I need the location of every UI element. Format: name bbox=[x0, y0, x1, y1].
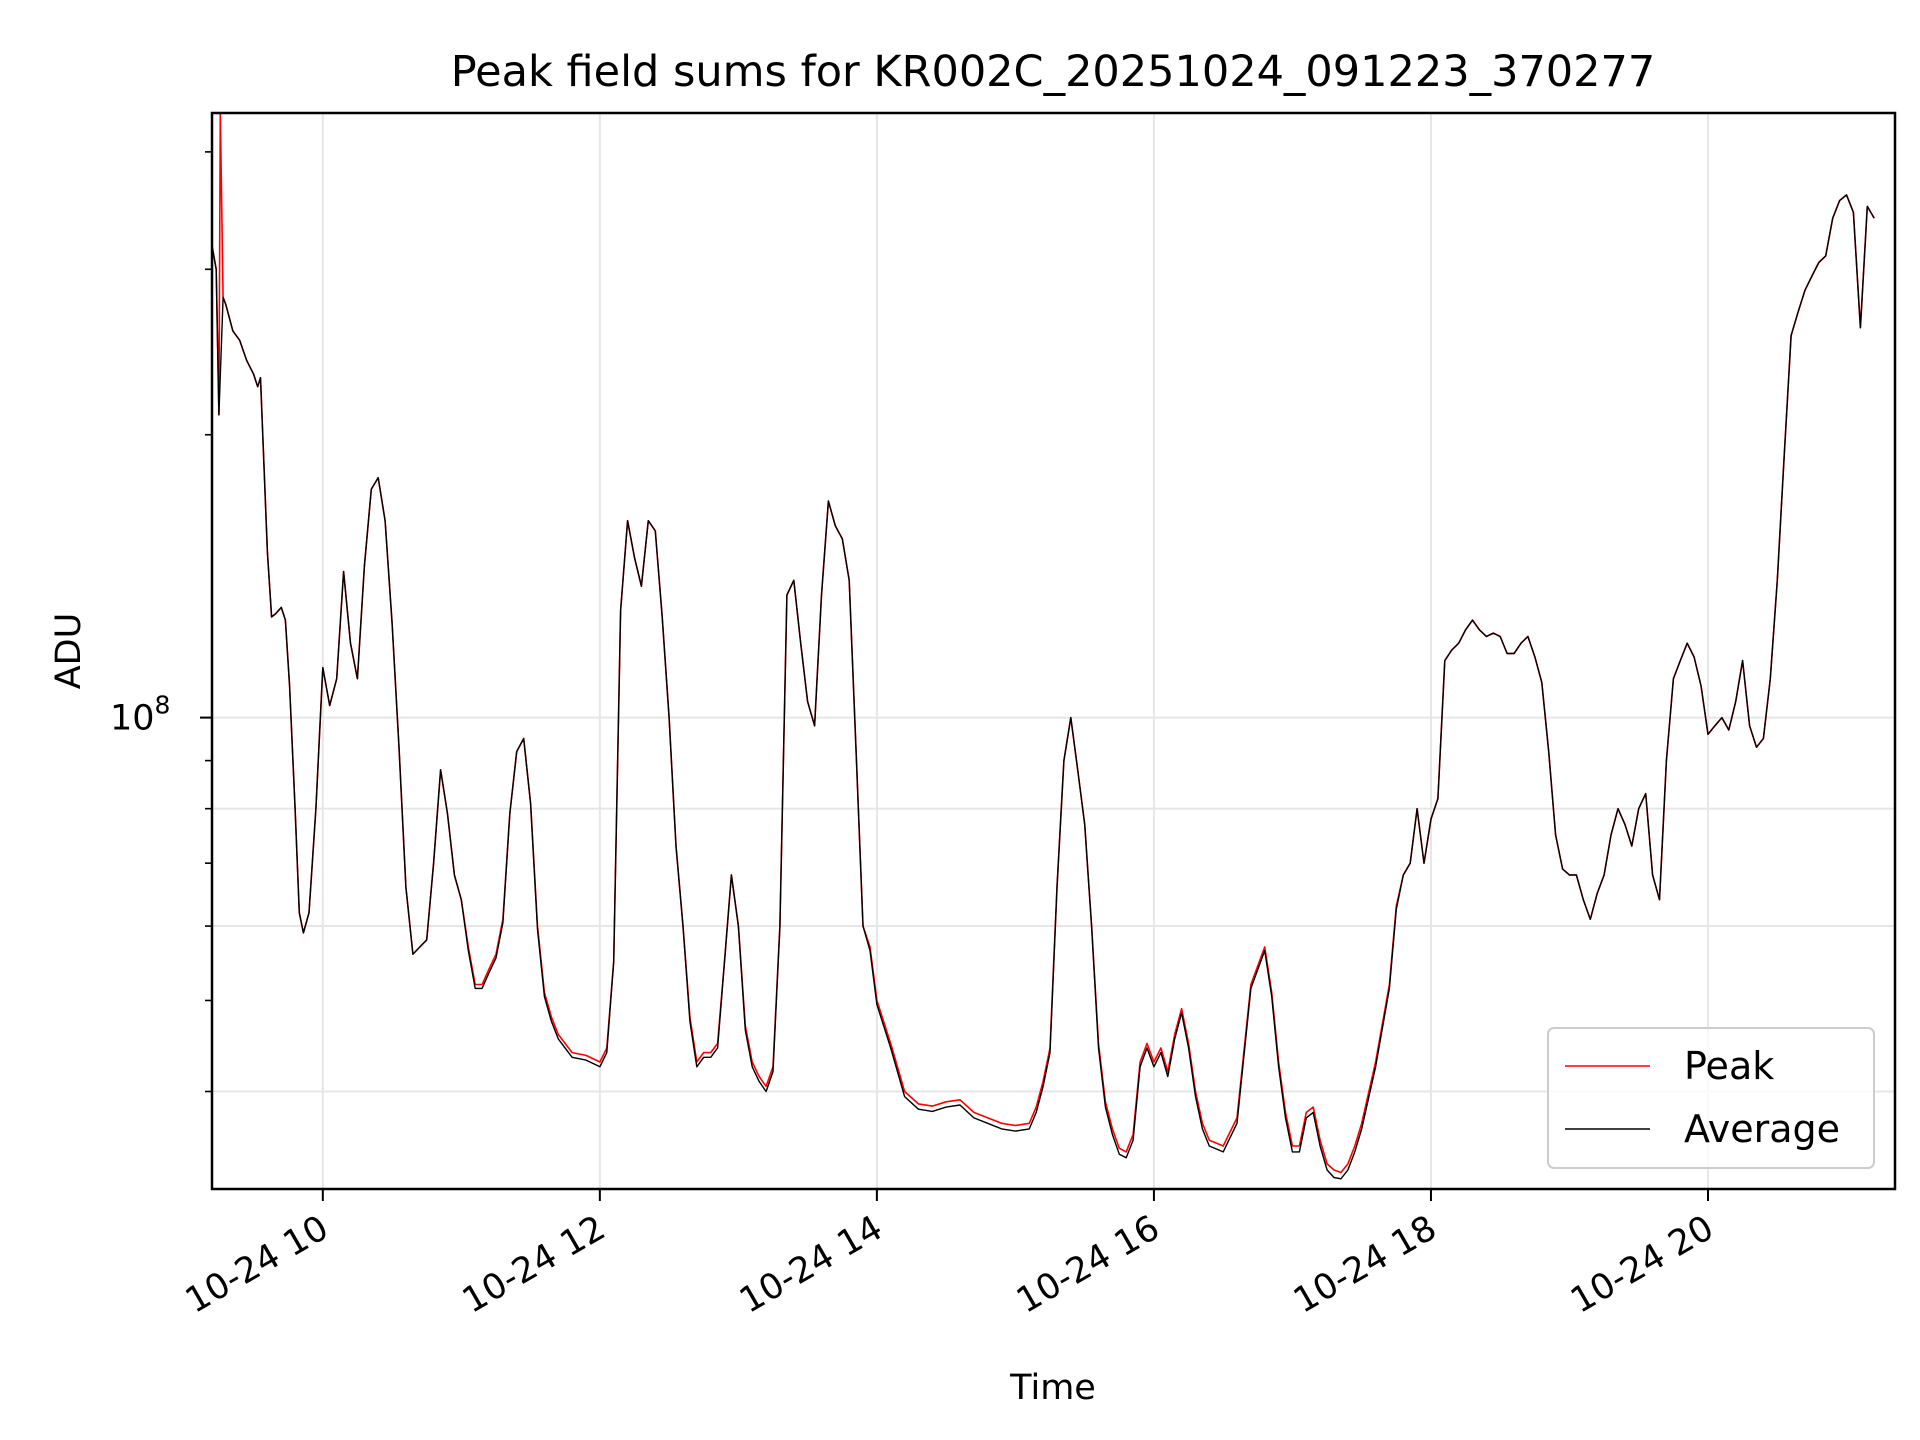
x-axis-label: Time bbox=[1009, 1368, 1096, 1408]
y-axis-label: ADU bbox=[49, 613, 89, 690]
legend: Peak Average bbox=[1547, 1027, 1875, 1169]
legend-label-average: Average bbox=[1684, 1107, 1840, 1151]
y-tick-base: 10 bbox=[110, 699, 155, 739]
series-line-average bbox=[211, 194, 1875, 1180]
plot-frame bbox=[210, 111, 1897, 1191]
legend-box bbox=[1547, 1027, 1875, 1169]
y-tick-label-1e8: 108 bbox=[110, 691, 170, 739]
y-tick-exponent: 8 bbox=[155, 691, 171, 720]
legend-label-peak: Peak bbox=[1684, 1044, 1774, 1088]
chart-title: Peak field sums for KR002C_20251024_0912… bbox=[451, 47, 1655, 97]
series-layer bbox=[211, 112, 1875, 1180]
